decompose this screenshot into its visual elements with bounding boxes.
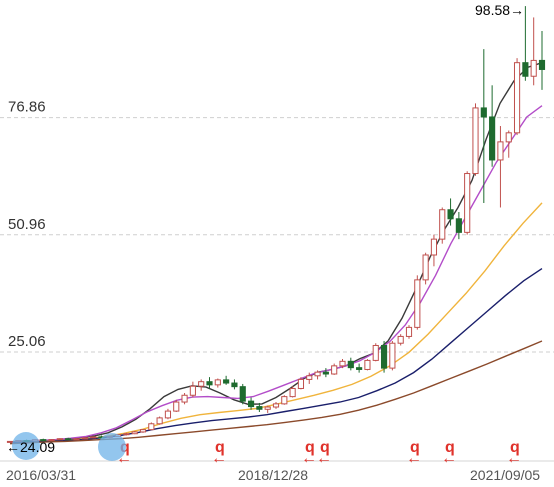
candle-body <box>206 381 213 386</box>
candle-body <box>489 116 496 161</box>
candle-body <box>156 417 163 425</box>
x-tick-label: 2021/09/05 <box>470 467 540 483</box>
candle-body <box>214 379 221 386</box>
signal-marker: q <box>215 439 225 456</box>
candle-body <box>239 386 246 402</box>
candle-body <box>131 431 138 435</box>
candle-body <box>380 344 388 369</box>
candle-body <box>472 107 479 175</box>
candle-body <box>148 423 155 431</box>
candle-body <box>73 438 80 441</box>
ma10-line <box>9 105 543 443</box>
candle-body <box>405 326 413 337</box>
candle-body <box>439 209 446 240</box>
min-price-label: ←24.09 <box>6 439 55 455</box>
decorations <box>12 432 126 461</box>
signal-arrow: ← <box>441 450 457 467</box>
x-tick-label: 2018/12/28 <box>238 467 308 483</box>
y-tick-label: 25.06 <box>8 333 46 350</box>
signal-arrow: ← <box>406 450 422 467</box>
signal-arrow: ← <box>211 450 227 467</box>
candle-body <box>173 401 180 412</box>
candle-body <box>505 132 512 143</box>
candle-body <box>430 238 438 256</box>
candle-body <box>256 406 263 410</box>
signal-markers: q←q←q←q←q←q←q← <box>116 439 522 467</box>
ma30-line <box>9 268 543 443</box>
y-tick-label: 76.86 <box>8 99 46 116</box>
candle-body <box>90 436 97 439</box>
candle-body <box>231 382 238 388</box>
signal-marker: q <box>320 439 330 456</box>
candle-body <box>331 365 338 375</box>
candle-body <box>414 279 421 328</box>
candle-body <box>389 342 396 369</box>
signal-arrow: ← <box>316 450 332 467</box>
candle-body <box>347 360 354 369</box>
candle-body <box>264 406 271 410</box>
moving-average-lines <box>9 62 543 445</box>
candle-body <box>181 394 188 403</box>
candle-body <box>56 438 63 441</box>
candle-body <box>297 378 305 389</box>
candle-body <box>447 209 454 220</box>
candle-body <box>480 107 487 118</box>
max-price-label: 98.58→ <box>475 2 524 18</box>
candle-body <box>538 59 546 70</box>
x-tick-label: 2016/03/31 <box>6 467 76 483</box>
candle-body <box>223 379 230 384</box>
candle-body <box>422 254 429 281</box>
touch-indicator-circle <box>12 432 40 460</box>
y-tick-label: 50.96 <box>8 216 46 233</box>
candle-body <box>281 396 288 405</box>
candle-body <box>339 360 346 367</box>
ma60-line <box>9 340 543 445</box>
candle-body <box>513 62 521 134</box>
candle-body <box>455 218 462 233</box>
candle-body <box>6 440 14 443</box>
grid-lines <box>0 117 554 462</box>
candle-body <box>314 371 321 377</box>
candle-body <box>139 429 147 433</box>
candle-body <box>123 433 130 436</box>
candle-body <box>364 359 371 370</box>
candle-body <box>198 381 205 387</box>
candle-body <box>397 335 404 344</box>
candle-body <box>522 62 529 77</box>
candle-body <box>65 438 72 441</box>
x-axis-ticks: 2016/03/31 2018/12/28 2021/09/05 <box>6 467 540 483</box>
candle-body <box>81 437 88 440</box>
candle-body <box>306 375 313 380</box>
touch-indicator-circle <box>98 433 126 461</box>
signal-marker: q <box>305 439 315 456</box>
signal-marker: q <box>445 439 455 456</box>
candle-body <box>464 173 471 233</box>
candle-body <box>272 403 280 408</box>
candle-body <box>48 439 55 442</box>
candle-body <box>530 59 537 77</box>
candle-body <box>356 367 363 370</box>
signal-marker: q <box>410 439 420 456</box>
candle-body <box>40 439 47 442</box>
candle-body <box>289 387 296 398</box>
candle-body <box>164 410 172 419</box>
signal-arrow: ← <box>506 450 522 467</box>
candle-body <box>189 385 196 396</box>
candle-body <box>247 400 255 408</box>
signal-arrow: ← <box>301 450 317 467</box>
candle-body <box>497 141 504 161</box>
candles <box>6 6 546 443</box>
signal-marker: q <box>510 439 520 456</box>
ma5-line <box>9 62 543 443</box>
candle-body <box>372 344 379 361</box>
candle-body <box>322 371 329 375</box>
